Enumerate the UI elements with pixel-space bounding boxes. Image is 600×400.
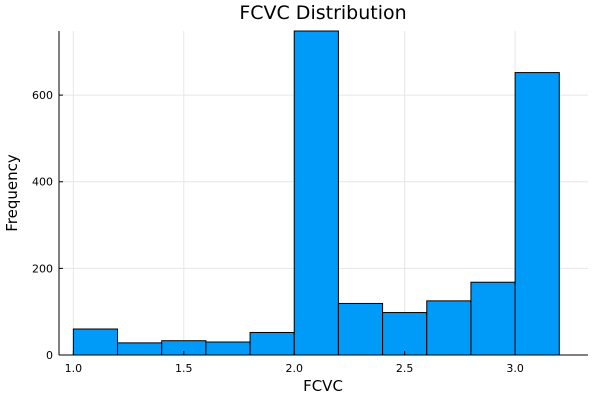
bars	[72, 30, 560, 356]
histogram-bar	[205, 341, 251, 356]
histogram-bar	[426, 300, 472, 356]
y-tick-label: 0	[46, 349, 53, 362]
y-axis-label: Frequency	[3, 154, 21, 232]
x-axis-label: FCVC	[303, 377, 343, 395]
histogram-bar	[382, 312, 428, 356]
histogram-bar	[470, 281, 516, 356]
histogram-bar	[117, 342, 163, 356]
x-tick-label: 2.5	[396, 362, 414, 375]
histogram-bar	[293, 30, 339, 356]
chart-title: FCVC Distribution	[239, 2, 406, 24]
histogram-bar	[514, 72, 560, 356]
tick-labels: 1.0 1.5 2.0 2.5 3.0 0 200 400 600	[32, 89, 524, 375]
y-tick-label: 400	[32, 176, 53, 189]
histogram-bar	[249, 331, 295, 356]
histogram-bar	[337, 302, 384, 356]
x-tick-label: 1.0	[65, 362, 83, 375]
histogram-bar	[72, 328, 119, 356]
y-tick-label: 200	[32, 262, 53, 275]
axes	[58, 31, 588, 356]
x-tick-label: 3.0	[506, 362, 524, 375]
y-tick-label: 600	[32, 89, 53, 102]
x-tick-label: 2.0	[285, 362, 303, 375]
x-tick-label: 1.5	[175, 362, 193, 375]
